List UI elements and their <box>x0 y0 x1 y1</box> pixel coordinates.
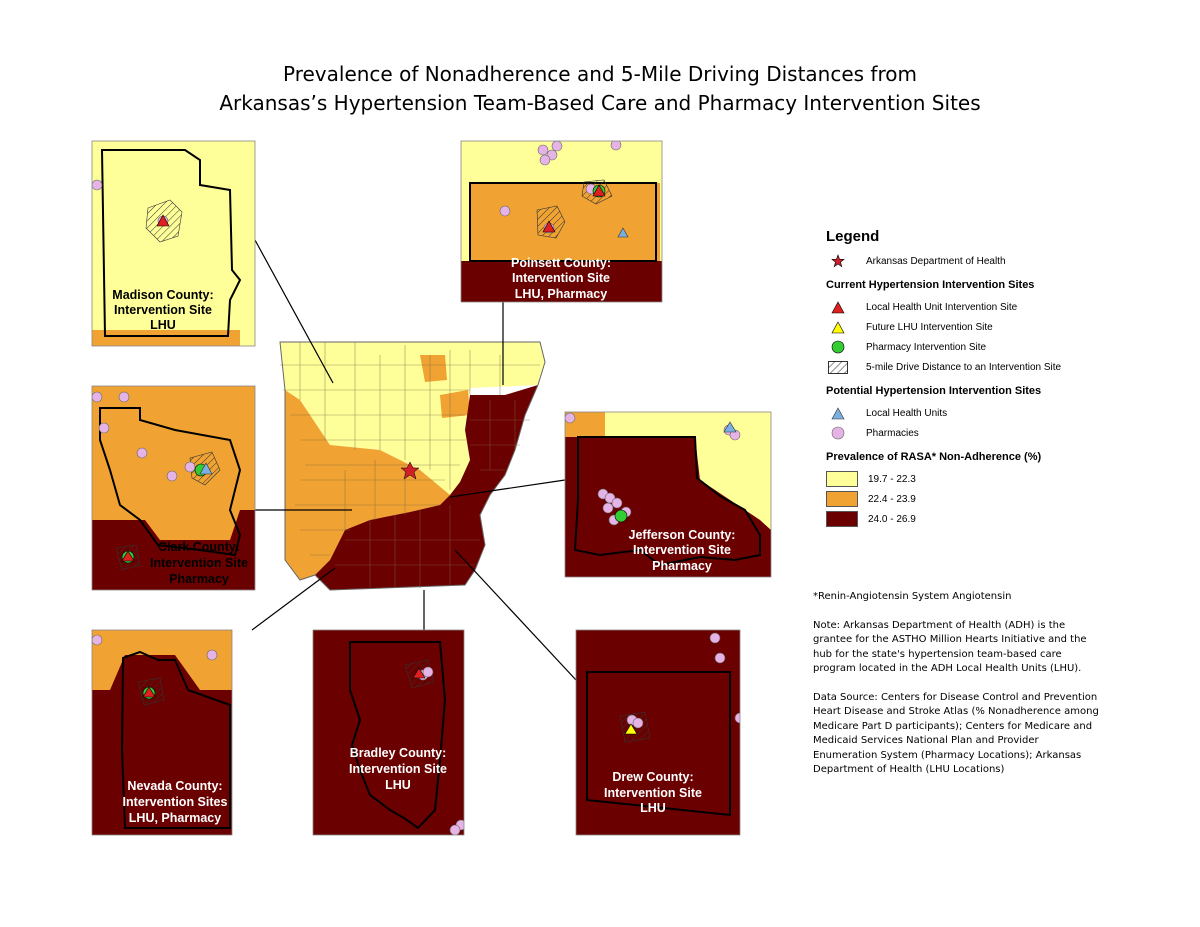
inset-poinsett-county: Poinsett County: Intervention Site LHU, … <box>461 141 662 302</box>
legend-class-mid: 22.4 - 23.9 <box>826 489 1156 509</box>
inset-bradley-county: Bradley County: Intervention Site LHU <box>313 630 464 835</box>
legend-swatch-high <box>826 511 858 527</box>
legend-label-lhu-site: Local Health Unit Intervention Site <box>866 301 1018 313</box>
legend-item-pharmacy-site: Pharmacy Intervention Site <box>826 337 1156 357</box>
note-adh: Note: Arkansas Department of Health (ADH… <box>813 619 1087 675</box>
jefferson-label-line3: Pharmacy <box>652 559 712 573</box>
legend-label-drive-distance: 5-mile Drive Distance to an Intervention… <box>866 361 1062 373</box>
legend-label-pharmacies: Pharmacies <box>866 427 919 439</box>
madison-label-line3: LHU <box>150 318 176 332</box>
nevada-label-line2: Intervention Sites <box>123 795 228 809</box>
clark-label-line2: Intervention Site <box>150 556 248 570</box>
clark-label-line1: Clark County: <box>158 540 240 554</box>
legend-heading-current: Current Hypertension Intervention Sites <box>826 279 1035 291</box>
inset-nevada-county: Nevada County: Intervention Sites LHU, P… <box>92 630 232 835</box>
pink-circle-icon <box>826 425 850 441</box>
nevada-label-line3: LHU, Pharmacy <box>129 811 221 825</box>
inset-clark-county: Clark County: Intervention Site Pharmacy <box>92 386 255 590</box>
bradley-label-line2: Intervention Site <box>349 762 447 776</box>
data-source: Data Source: Centers for Disease Control… <box>813 691 1099 776</box>
jefferson-label-line1: Jefferson County: <box>629 528 736 542</box>
hatched-box-icon <box>826 359 850 375</box>
legend-class-high: 24.0 - 26.9 <box>826 509 1156 529</box>
bradley-label-line3: LHU <box>385 778 411 792</box>
state-region-high-nonadherence <box>315 385 538 590</box>
map-legend: Legend Arkansas Department of Health Cur… <box>826 228 1156 529</box>
state-region-low-nonadherence <box>280 342 545 495</box>
poinsett-label-line1: Poinsett County: <box>511 256 611 270</box>
red-triangle-icon <box>826 299 850 315</box>
green-circle-icon <box>826 339 850 355</box>
inset-madison-county: Madison County: Intervention Site LHU <box>92 141 255 346</box>
nevada-label-line1: Nevada County: <box>127 779 222 793</box>
map-title-line-2: Arkansas’s Hypertension Team-Based Care … <box>219 91 981 115</box>
legend-item-future-lhu: Future LHU Intervention Site <box>826 317 1156 337</box>
yellow-triangle-icon <box>826 319 850 335</box>
legend-class-high-label: 24.0 - 26.9 <box>868 513 916 525</box>
jefferson-label-line2: Intervention Site <box>633 543 731 557</box>
legend-item-local-health-units: Local Health Units <box>826 403 1156 423</box>
madison-label-line2: Intervention Site <box>114 303 212 317</box>
legend-heading-potential: Potential Hypertension Intervention Site… <box>826 385 1042 397</box>
clark-label-line3: Pharmacy <box>169 572 229 586</box>
map-title-line-1: Prevalence of Nonadherence and 5-Mile Dr… <box>283 62 917 86</box>
legend-class-mid-label: 22.4 - 23.9 <box>868 493 916 505</box>
blue-triangle-icon <box>826 405 850 421</box>
legend-item-pharmacies: Pharmacies <box>826 423 1156 443</box>
state-region-mid-nonadherence <box>285 390 450 580</box>
drew-label-line3: LHU <box>640 801 666 815</box>
connector-lines <box>251 239 577 681</box>
legend-label-future-lhu: Future LHU Intervention Site <box>866 321 993 333</box>
arkansas-state-map <box>279 341 546 591</box>
state-region-mid-north <box>420 355 470 418</box>
legend-heading-prevalence: Prevalence of RASA* Non-Adherence (%) <box>826 451 1042 463</box>
legend-item-lhu-site: Local Health Unit Intervention Site <box>826 297 1156 317</box>
legend-class-low: 19.7 - 22.3 <box>826 469 1156 489</box>
madison-label-line1: Madison County: <box>112 288 213 302</box>
poinsett-label-line3: LHU, Pharmacy <box>515 287 607 301</box>
bradley-label-line1: Bradley County: <box>350 746 447 760</box>
legend-swatch-mid <box>826 491 858 507</box>
poinsett-label-line2: Intervention Site <box>512 271 610 285</box>
inset-drew-county: Drew County: Intervention Site LHU <box>576 630 740 835</box>
legend-item-adh: Arkansas Department of Health <box>826 251 1156 271</box>
drew-label-line2: Intervention Site <box>604 786 702 800</box>
adh-headquarters-star <box>400 461 420 480</box>
drew-label-line1: Drew County: <box>612 770 693 784</box>
inset-frames <box>91 140 772 836</box>
legend-label-pharmacy-site: Pharmacy Intervention Site <box>866 341 987 353</box>
pharmacy-marker <box>92 179 103 191</box>
legend-title: Legend <box>826 228 880 245</box>
inset-jefferson-county: Jefferson County: Intervention Site Phar… <box>565 412 771 577</box>
map-notes: *Renin-Angiotensin System Angiotensin No… <box>813 590 1103 792</box>
legend-label-local-health-units: Local Health Units <box>866 407 948 419</box>
legend-class-low-label: 19.7 - 22.3 <box>868 473 916 485</box>
legend-swatch-low <box>826 471 858 487</box>
legend-label-adh: Arkansas Department of Health <box>866 255 1006 267</box>
adh-star-icon <box>826 253 850 269</box>
footnote-rasa: *Renin-Angiotensin System Angiotensin <box>813 591 1012 602</box>
lhu-intervention-marker <box>156 214 170 227</box>
legend-item-drive-distance: 5-mile Drive Distance to an Intervention… <box>826 357 1156 377</box>
